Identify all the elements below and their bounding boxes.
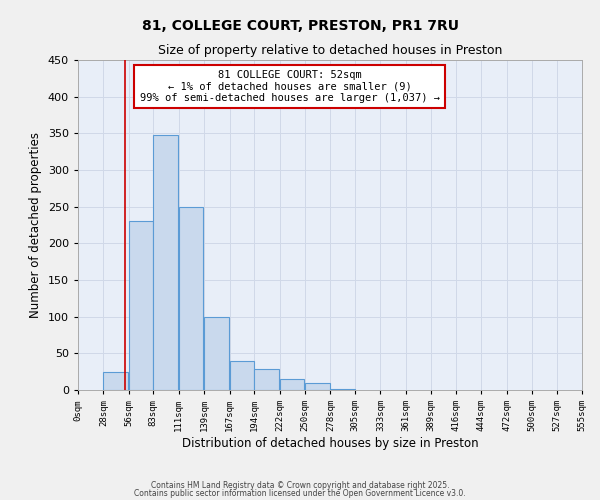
Y-axis label: Number of detached properties: Number of detached properties xyxy=(29,132,42,318)
Title: Size of property relative to detached houses in Preston: Size of property relative to detached ho… xyxy=(158,44,502,58)
Bar xyxy=(254,370,278,390)
Bar xyxy=(129,222,154,390)
Text: Contains public sector information licensed under the Open Government Licence v3: Contains public sector information licen… xyxy=(134,489,466,498)
Bar xyxy=(154,135,178,390)
Text: Contains HM Land Registry data © Crown copyright and database right 2025.: Contains HM Land Registry data © Crown c… xyxy=(151,480,449,490)
Bar xyxy=(103,372,128,390)
Text: 81, COLLEGE COURT, PRESTON, PR1 7RU: 81, COLLEGE COURT, PRESTON, PR1 7RU xyxy=(142,19,458,33)
Bar xyxy=(331,388,355,390)
X-axis label: Distribution of detached houses by size in Preston: Distribution of detached houses by size … xyxy=(182,437,478,450)
Text: 81 COLLEGE COURT: 52sqm
← 1% of detached houses are smaller (9)
99% of semi-deta: 81 COLLEGE COURT: 52sqm ← 1% of detached… xyxy=(140,70,440,103)
Bar xyxy=(280,379,304,390)
Bar xyxy=(179,206,203,390)
Bar xyxy=(204,316,229,390)
Bar xyxy=(230,360,254,390)
Bar xyxy=(305,382,329,390)
